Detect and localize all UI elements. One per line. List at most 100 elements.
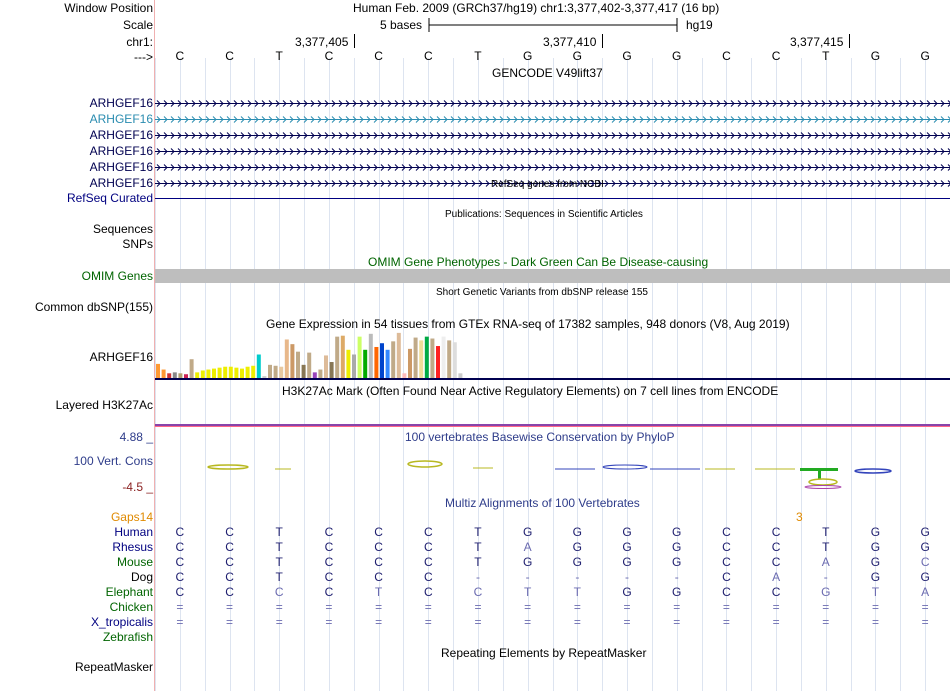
species-label[interactable]: Dog bbox=[130, 570, 153, 584]
gtex-tissue-bar[interactable] bbox=[206, 369, 211, 378]
gtex-gene-label[interactable]: ARHGEF16 bbox=[89, 350, 153, 364]
omim-track-title[interactable]: OMIM Gene Phenotypes - Dark Green Can Be… bbox=[368, 255, 709, 269]
species-label[interactable]: Chicken bbox=[109, 600, 153, 614]
refseq-gene-line[interactable] bbox=[155, 198, 950, 199]
pubs-snps-label[interactable]: SNPs bbox=[122, 237, 153, 251]
gtex-tissue-bar[interactable] bbox=[352, 354, 356, 379]
species-label[interactable]: Elephant bbox=[105, 585, 153, 599]
dbsnp-label[interactable]: Common dbSNP(155) bbox=[34, 300, 153, 314]
gtex-tissue-bar[interactable] bbox=[363, 349, 368, 378]
gtex-tissue-bar[interactable] bbox=[380, 343, 384, 378]
species-label[interactable]: X_tropicalis bbox=[90, 615, 153, 629]
phylop-label[interactable]: 100 Vert. Cons bbox=[73, 454, 153, 468]
gtex-tissue-bar[interactable] bbox=[156, 363, 160, 378]
gtex-track-title[interactable]: Gene Expression in 54 tissues from GTEx … bbox=[266, 317, 790, 331]
gtex-expression-chart[interactable] bbox=[155, 332, 950, 382]
gtex-tissue-bar[interactable] bbox=[374, 346, 379, 378]
omim-label[interactable]: OMIM Genes bbox=[81, 269, 153, 283]
gtex-tissue-bar[interactable] bbox=[245, 366, 250, 378]
gtex-tissue-bar[interactable] bbox=[279, 366, 284, 378]
species-label[interactable]: Human bbox=[114, 525, 153, 539]
gtex-tissue-bar[interactable] bbox=[290, 344, 295, 378]
gtex-tissue-bar[interactable] bbox=[430, 338, 435, 378]
gtex-tissue-bar[interactable] bbox=[408, 348, 412, 378]
refseq-track-title[interactable]: RefSeq genes from NCBI bbox=[491, 179, 604, 190]
gtex-tissue-bar[interactable] bbox=[301, 364, 306, 378]
gencode-transcript-line[interactable] bbox=[155, 147, 950, 156]
gtex-tissue-bar[interactable] bbox=[184, 374, 188, 378]
gtex-tissue-bar[interactable] bbox=[312, 372, 317, 378]
gtex-tissue-bar[interactable] bbox=[251, 365, 256, 378]
repeatmasker-track-title[interactable]: Repeating Elements by RepeatMasker bbox=[441, 646, 647, 660]
gtex-tissue-bar[interactable] bbox=[419, 340, 424, 378]
gtex-tissue-bar[interactable] bbox=[234, 367, 239, 378]
gencode-transcript-label[interactable]: ARHGEF16 bbox=[89, 112, 153, 126]
gencode-transcript-line[interactable] bbox=[155, 163, 950, 172]
gtex-tissue-bar[interactable] bbox=[200, 370, 205, 378]
gencode-transcript-label[interactable]: ARHGEF16 bbox=[89, 144, 153, 158]
gtex-tissue-bar[interactable] bbox=[436, 346, 440, 378]
gtex-tissue-bar[interactable] bbox=[212, 368, 216, 378]
gtex-tissue-bar[interactable] bbox=[324, 355, 328, 378]
h3k27ac-track-title[interactable]: H3K27Ac Mark (Often Found Near Active Re… bbox=[282, 384, 779, 398]
multiz-track-title[interactable]: Multiz Alignments of 100 Vertebrates bbox=[445, 496, 640, 510]
gencode-transcript-label[interactable]: ARHGEF16 bbox=[89, 176, 153, 190]
gencode-track-title[interactable]: GENCODE V49lift37 bbox=[492, 66, 603, 80]
omim-gene-bar[interactable] bbox=[155, 269, 950, 283]
gtex-tissue-bar[interactable] bbox=[413, 337, 418, 378]
gtex-tissue-bar[interactable] bbox=[318, 369, 323, 378]
gtex-tissue-bar[interactable] bbox=[178, 373, 183, 378]
gencode-transcript-line[interactable] bbox=[155, 115, 950, 124]
gencode-transcript-line[interactable] bbox=[155, 179, 950, 188]
gtex-tissue-bar[interactable] bbox=[217, 367, 222, 378]
h3k27ac-label[interactable]: Layered H3K27Ac bbox=[55, 398, 153, 412]
gtex-tissue-bar[interactable] bbox=[441, 336, 446, 378]
gtex-tissue-bar[interactable] bbox=[296, 351, 300, 378]
gencode-transcript-line[interactable] bbox=[155, 99, 950, 108]
aligned-base: C bbox=[324, 540, 334, 554]
pubs-track-title[interactable]: Publications: Sequences in Scientific Ar… bbox=[445, 209, 643, 220]
gtex-tissue-bar[interactable] bbox=[424, 336, 429, 378]
gtex-tissue-bar[interactable] bbox=[262, 376, 267, 378]
gtex-tissue-bar[interactable] bbox=[368, 333, 373, 378]
gtex-tissue-bar[interactable] bbox=[385, 349, 390, 378]
assembly-position-text[interactable]: Human Feb. 2009 (GRCh37/hg19) chr1:3,377… bbox=[353, 1, 720, 15]
gtex-tissue-bar[interactable] bbox=[228, 366, 233, 378]
gtex-tissue-bar[interactable] bbox=[452, 342, 457, 378]
species-label[interactable]: Mouse bbox=[116, 555, 153, 569]
gtex-tissue-bar[interactable] bbox=[240, 368, 244, 378]
gtex-tissue-bar[interactable] bbox=[340, 335, 345, 378]
gtex-tissue-bar[interactable] bbox=[458, 373, 463, 378]
gtex-tissue-bar[interactable] bbox=[307, 352, 312, 378]
gtex-tissue-bar[interactable] bbox=[167, 373, 172, 378]
gtex-tissue-bar[interactable] bbox=[447, 340, 452, 378]
gtex-tissue-bar[interactable] bbox=[268, 364, 272, 378]
gtex-tissue-bar[interactable] bbox=[161, 369, 166, 378]
gencode-transcript-label[interactable]: ARHGEF16 bbox=[89, 96, 153, 110]
species-label[interactable]: Rhesus bbox=[112, 540, 153, 554]
pubs-sequences-label[interactable]: Sequences bbox=[92, 222, 153, 236]
gtex-tissue-bar[interactable] bbox=[402, 373, 407, 378]
reference-base: C bbox=[374, 49, 383, 63]
refseq-label[interactable]: RefSeq Curated bbox=[66, 191, 153, 205]
gencode-transcript-label[interactable]: ARHGEF16 bbox=[89, 128, 153, 142]
gtex-tissue-bar[interactable] bbox=[223, 366, 228, 378]
dbsnp-track-title[interactable]: Short Genetic Variants from dbSNP releas… bbox=[436, 287, 648, 298]
species-label[interactable]: Zebrafish bbox=[102, 630, 153, 644]
gtex-tissue-bar[interactable] bbox=[329, 362, 334, 378]
repeatmasker-label[interactable]: RepeatMasker bbox=[74, 660, 153, 674]
gtex-tissue-bar[interactable] bbox=[346, 349, 351, 378]
gtex-tissue-bar[interactable] bbox=[256, 354, 261, 379]
gtex-tissue-bar[interactable] bbox=[391, 341, 396, 378]
gtex-tissue-bar[interactable] bbox=[273, 365, 278, 378]
gtex-tissue-bar[interactable] bbox=[357, 336, 362, 378]
phylop-track-title[interactable]: 100 vertebrates Basewise Conservation by… bbox=[405, 430, 675, 444]
gtex-tissue-bar[interactable] bbox=[284, 339, 289, 378]
gtex-tissue-bar[interactable] bbox=[195, 372, 200, 378]
gtex-tissue-bar[interactable] bbox=[396, 332, 401, 378]
gtex-tissue-bar[interactable] bbox=[172, 372, 177, 378]
gtex-tissue-bar[interactable] bbox=[335, 336, 340, 378]
gencode-transcript-label[interactable]: ARHGEF16 bbox=[89, 160, 153, 174]
gencode-transcript-line[interactable] bbox=[155, 131, 950, 140]
gtex-tissue-bar[interactable] bbox=[189, 359, 194, 378]
